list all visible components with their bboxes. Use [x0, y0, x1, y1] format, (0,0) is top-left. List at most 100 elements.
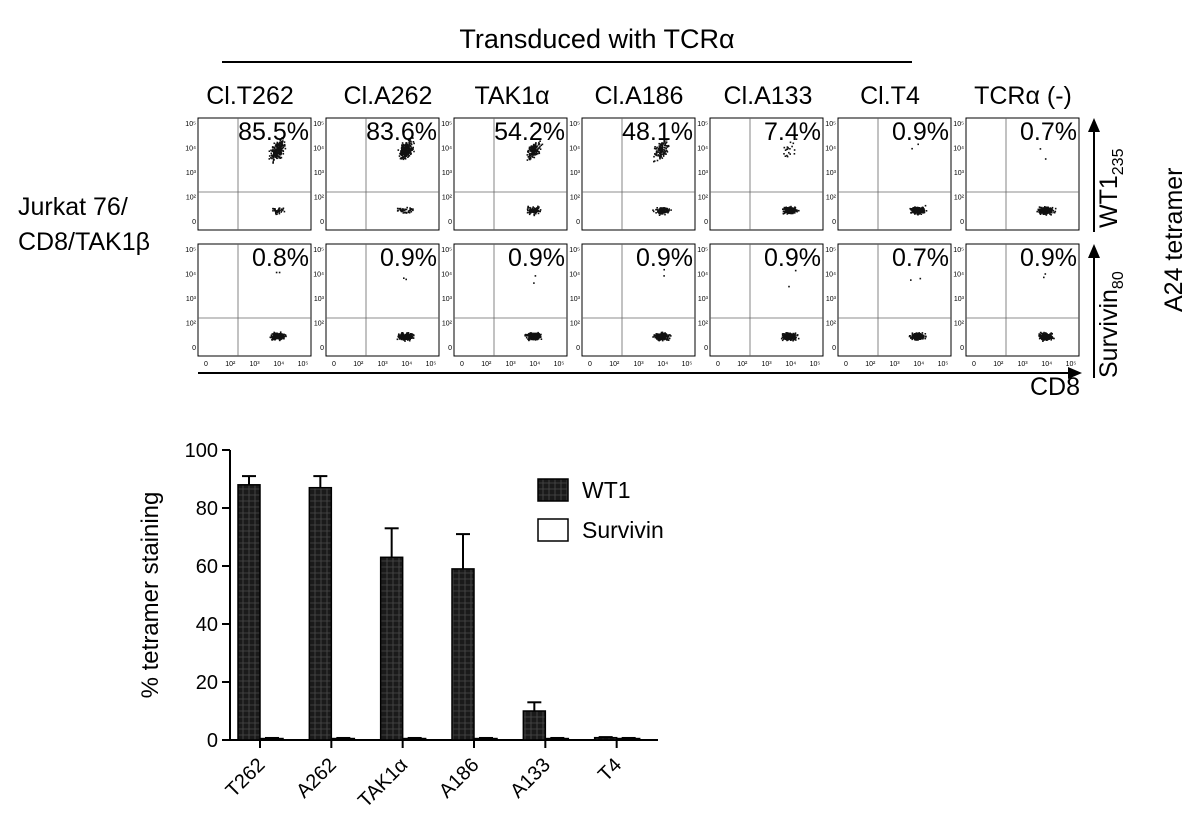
- flow-dot: [398, 336, 401, 339]
- flow-panel-frame: [965, 243, 1080, 357]
- flow-dot: [400, 210, 403, 213]
- flow-dot: [1042, 338, 1044, 340]
- flow-dot: [1043, 210, 1045, 212]
- flow-dot: [666, 339, 668, 341]
- row2-label-sub: 80: [1110, 271, 1127, 289]
- flow-dot: [532, 150, 535, 152]
- flow-dot: [535, 332, 538, 335]
- flow-dot: [789, 333, 792, 336]
- flow-dot: [402, 158, 405, 161]
- flow-dot: [925, 336, 927, 338]
- flow-dot: [277, 143, 279, 145]
- flow-dot: [401, 332, 403, 334]
- flow-dot: [1049, 213, 1051, 215]
- flow-dot: [532, 146, 534, 149]
- flow-dots: [780, 269, 800, 342]
- flow-dot: [667, 211, 670, 213]
- flow-dot: [659, 143, 662, 146]
- row1-label-sub: 235: [1110, 148, 1127, 175]
- flow-dot: [786, 210, 789, 213]
- flow-panel: 10⁵ 10⁴ 10³ 10² 0 0 10² 10³ 10⁴ 10⁵ 0.9%: [569, 243, 696, 368]
- flow-dot: [787, 207, 789, 209]
- flow-dot: [272, 155, 274, 158]
- flow-dot: [660, 207, 662, 209]
- flow-percent-label: 0.8%: [252, 244, 309, 272]
- flow-dot: [538, 151, 540, 153]
- flow-dot: [269, 336, 272, 339]
- flow-dot: [280, 142, 283, 145]
- flow-dot: [533, 332, 536, 335]
- flow-dot: [666, 150, 668, 152]
- flow-dot: [782, 212, 785, 215]
- flow-dot: [661, 144, 663, 146]
- flow-column-label: Cl.T4: [860, 82, 920, 110]
- flow-dot: [912, 335, 914, 338]
- flow-dot: [796, 334, 799, 336]
- flow-dot: [403, 335, 406, 338]
- flow-dot: [282, 137, 284, 140]
- flow-dot: [790, 338, 792, 340]
- flow-dot: [403, 277, 405, 279]
- flow-dot: [276, 332, 279, 335]
- flow-dot: [535, 143, 537, 145]
- legend-swatch-survivin: [537, 518, 569, 542]
- flow-dot: [401, 157, 403, 160]
- flow-dot: [405, 337, 407, 339]
- flow-dot: [410, 140, 412, 143]
- flow-dot: [536, 145, 539, 147]
- flow-dot: [276, 333, 278, 336]
- flow-dot: [1041, 336, 1044, 339]
- flow-dot: [536, 207, 539, 209]
- flow-dot: [283, 333, 285, 336]
- flow-dot: [923, 211, 925, 214]
- flow-dot: [914, 338, 916, 341]
- flow-dot: [277, 155, 279, 158]
- flow-dot: [663, 210, 666, 213]
- bar-x-tick-label: A186: [435, 754, 484, 803]
- flow-dot: [270, 157, 272, 159]
- flow-dot: [407, 156, 409, 158]
- flow-dot: [413, 150, 415, 153]
- flow-dot: [282, 333, 284, 336]
- flow-y-tick-label: 10⁵: [697, 247, 708, 254]
- flow-dot: [404, 145, 407, 147]
- flow-x-tick-label: 10³: [505, 361, 516, 368]
- flow-x-tick-label: 10²: [609, 361, 620, 368]
- flow-dot: [1051, 336, 1053, 338]
- flow-dot: [409, 151, 412, 153]
- flow-dot: [526, 334, 529, 336]
- flow-dot: [1050, 337, 1053, 340]
- row1-arrow-head: [1088, 118, 1100, 132]
- flow-dot: [540, 333, 542, 336]
- row1-tetramer-label: WT1235: [1095, 148, 1127, 228]
- flow-y-tick-label: 10³: [954, 170, 965, 177]
- flow-panel: 10⁵ 10⁴ 10³ 10² 0 0 10² 10³ 10⁴ 10⁵ 0.8%: [185, 243, 312, 368]
- flow-dot: [273, 152, 275, 155]
- flow-dot: [535, 338, 537, 340]
- flow-dot: [790, 207, 792, 209]
- flow-dot: [272, 149, 274, 151]
- flow-dot: [668, 337, 671, 340]
- flow-dot: [658, 149, 660, 152]
- flow-dot: [279, 333, 282, 335]
- flow-dot: [665, 338, 668, 340]
- flow-dot: [532, 143, 535, 146]
- flow-dot: [535, 142, 537, 144]
- flow-dot: [792, 332, 795, 335]
- flow-dot: [792, 142, 795, 145]
- flow-dot: [791, 145, 793, 148]
- flow-dot: [663, 141, 666, 143]
- flow-dot: [410, 143, 413, 146]
- flow-dot: [1048, 338, 1051, 340]
- flow-dot: [537, 331, 539, 334]
- flow-dot: [916, 206, 919, 209]
- flow-dot: [276, 335, 278, 338]
- flow-dot: [661, 142, 663, 144]
- flow-dot: [1039, 211, 1041, 214]
- flow-dot: [660, 211, 663, 214]
- flow-dot: [784, 211, 786, 213]
- flow-dot: [666, 336, 669, 338]
- flow-dot: [784, 149, 787, 151]
- flow-dot: [797, 337, 800, 340]
- flow-dot: [528, 153, 531, 155]
